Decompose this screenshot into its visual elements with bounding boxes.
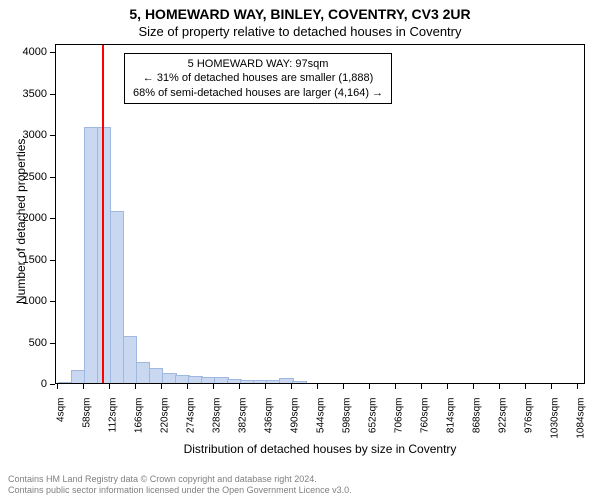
y-tick-label: 3500: [7, 88, 47, 100]
x-tick-label: 4sqm: [55, 398, 66, 422]
x-tick-mark: [577, 384, 578, 389]
x-tick-mark: [317, 384, 318, 389]
annotation-line1: 5 HOMEWARD WAY: 97sqm: [133, 57, 383, 71]
x-tick-mark: [395, 384, 396, 389]
x-tick-label: 490sqm: [290, 398, 301, 434]
x-tick-mark: [187, 384, 188, 389]
x-axis-label: Distribution of detached houses by size …: [55, 442, 585, 456]
x-tick-label: 1030sqm: [550, 398, 561, 439]
y-tick-mark: [50, 260, 55, 261]
x-tick-label: 112sqm: [107, 398, 118, 433]
chart-title-main: 5, HOMEWARD WAY, BINLEY, COVENTRY, CV3 2…: [0, 6, 600, 24]
x-tick-label: 274sqm: [186, 398, 197, 434]
x-tick-mark: [421, 384, 422, 389]
x-tick-mark: [161, 384, 162, 389]
y-tick-mark: [50, 218, 55, 219]
x-tick-mark: [135, 384, 136, 389]
y-tick-mark: [50, 135, 55, 136]
x-tick-label: 58sqm: [81, 398, 92, 428]
y-tick-mark: [50, 177, 55, 178]
y-tick-mark: [50, 94, 55, 95]
y-axis-label: Number of detached properties: [14, 139, 28, 304]
y-tick-label: 0: [7, 378, 47, 390]
x-tick-label: 382sqm: [238, 398, 249, 434]
annotation-line2: ← 31% of detached houses are smaller (1,…: [133, 71, 383, 85]
chart-title-block: 5, HOMEWARD WAY, BINLEY, COVENTRY, CV3 2…: [0, 0, 600, 40]
x-tick-mark: [551, 384, 552, 389]
x-tick-label: 814sqm: [446, 398, 457, 434]
x-tick-label: 598sqm: [342, 398, 353, 434]
x-tick-label: 706sqm: [394, 398, 405, 434]
x-tick-label: 436sqm: [264, 398, 275, 434]
x-tick-label: 544sqm: [316, 398, 327, 434]
x-tick-mark: [109, 384, 110, 389]
y-tick-mark: [50, 52, 55, 53]
x-tick-label: 1084sqm: [576, 398, 587, 439]
x-tick-mark: [499, 384, 500, 389]
chart-title-sub: Size of property relative to detached ho…: [0, 24, 600, 40]
footer-attribution: Contains HM Land Registry data © Crown c…: [8, 474, 352, 497]
annotation-line3: 68% of semi-detached houses are larger (…: [133, 86, 383, 100]
x-tick-mark: [473, 384, 474, 389]
footer-line-2: Contains public sector information licen…: [8, 485, 352, 496]
annotation-box: 5 HOMEWARD WAY: 97sqm← 31% of detached h…: [124, 53, 392, 104]
x-tick-label: 328sqm: [212, 398, 223, 434]
y-tick-mark: [50, 343, 55, 344]
x-tick-label: 166sqm: [133, 398, 144, 434]
x-tick-label: 760sqm: [420, 398, 431, 434]
histogram-bar: [292, 381, 307, 383]
x-tick-mark: [291, 384, 292, 389]
x-tick-mark: [57, 384, 58, 389]
x-tick-label: 922sqm: [498, 398, 509, 434]
x-tick-mark: [525, 384, 526, 389]
x-tick-mark: [239, 384, 240, 389]
y-tick-mark: [50, 301, 55, 302]
footer-line-1: Contains HM Land Registry data © Crown c…: [8, 474, 352, 485]
y-tick-mark: [50, 384, 55, 385]
y-tick-label: 4000: [7, 46, 47, 58]
x-tick-label: 976sqm: [524, 398, 535, 434]
x-tick-mark: [265, 384, 266, 389]
x-tick-label: 220sqm: [160, 398, 171, 434]
x-tick-label: 652sqm: [368, 398, 379, 434]
x-tick-label: 868sqm: [472, 398, 483, 434]
x-tick-mark: [447, 384, 448, 389]
x-tick-mark: [83, 384, 84, 389]
y-tick-label: 500: [7, 337, 47, 349]
x-tick-mark: [213, 384, 214, 389]
x-tick-mark: [369, 384, 370, 389]
plot-area: 5 HOMEWARD WAY: 97sqm← 31% of detached h…: [55, 44, 585, 384]
property-marker-line: [102, 45, 104, 383]
x-tick-mark: [343, 384, 344, 389]
